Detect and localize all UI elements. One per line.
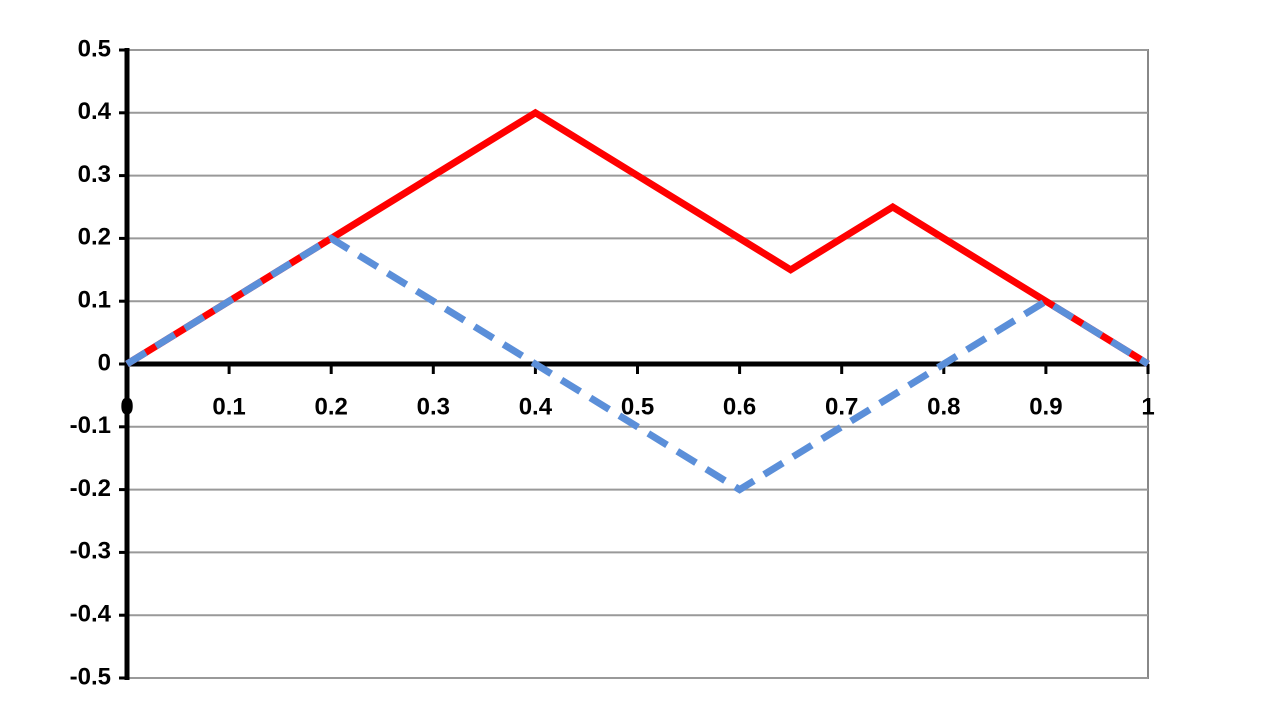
- x-tick-label: 0: [120, 393, 133, 420]
- x-tick-label: 0.4: [519, 393, 553, 420]
- y-tick-label: -0.4: [70, 601, 112, 628]
- x-tick-label: 0.3: [417, 393, 450, 420]
- y-tick-label: 0: [98, 349, 111, 376]
- y-tick-label: 0.1: [78, 287, 111, 314]
- y-tick-label: -0.3: [70, 538, 111, 565]
- y-tick-label: 0.2: [78, 224, 111, 251]
- y-tick-label: 0.5: [78, 35, 111, 62]
- y-tick-label: -0.2: [70, 475, 111, 502]
- x-tick-label: 0.9: [1029, 393, 1062, 420]
- x-tick-label: 0.2: [315, 393, 348, 420]
- y-tick-label: -0.5: [70, 663, 111, 690]
- series-line: [125, 234, 1150, 494]
- x-tick-label: 0.8: [927, 393, 960, 420]
- series-line: [125, 108, 1150, 367]
- x-tick-label: 0.7: [825, 393, 858, 420]
- y-tick-label: 0.4: [78, 98, 112, 125]
- y-tick-label: 0.3: [78, 161, 111, 188]
- x-tick-label: 0.1: [212, 393, 245, 420]
- x-tick-label: 0.6: [723, 393, 756, 420]
- x-tick-label: 1: [1141, 393, 1154, 420]
- x-tick-label: 0.5: [621, 393, 654, 420]
- y-tick-label: -0.1: [70, 412, 111, 439]
